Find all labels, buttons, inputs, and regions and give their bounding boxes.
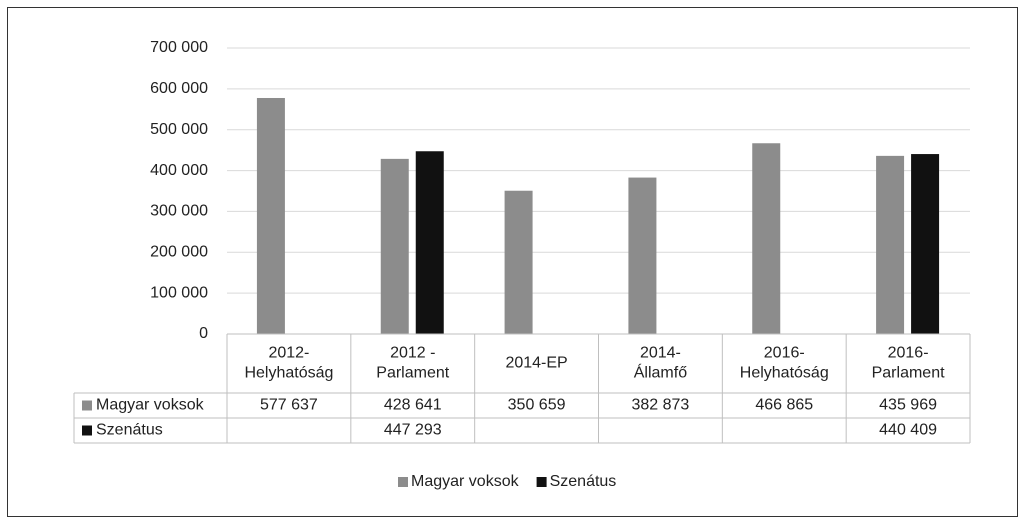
data-label: 440 409 xyxy=(879,422,937,439)
y-tick-label: 700 000 xyxy=(150,39,208,56)
y-tick-label: 0 xyxy=(199,325,208,342)
bar xyxy=(256,97,285,335)
x-tick-label: 2014-Államfő xyxy=(634,345,687,382)
y-tick-label: 500 000 xyxy=(150,121,208,138)
data-label: 350 659 xyxy=(508,397,566,414)
row-label: Magyar voksok xyxy=(96,397,205,414)
bar xyxy=(876,155,905,334)
y-tick-label: 400 000 xyxy=(150,162,208,179)
x-tick-label: 2012-Helyhatóság xyxy=(244,345,333,382)
legend-label: Magyar voksok xyxy=(411,473,520,490)
bar xyxy=(752,143,781,334)
row-label: Szenátus xyxy=(96,422,163,439)
legend-key xyxy=(82,400,92,411)
data-label: 382 873 xyxy=(631,397,689,414)
data-label: 466 865 xyxy=(755,397,813,414)
bar xyxy=(415,151,444,334)
y-tick-label: 300 000 xyxy=(150,203,208,220)
bar xyxy=(504,190,533,334)
data-label: 435 969 xyxy=(879,397,937,414)
x-tick-label: 2016-Helyhatóság xyxy=(740,345,829,382)
x-tick-label: 2016-Parlament xyxy=(872,345,945,382)
y-tick-label: 600 000 xyxy=(150,80,208,97)
legend-key xyxy=(82,425,92,436)
x-tick-label: 2014-EP xyxy=(505,355,567,372)
bar xyxy=(911,154,940,334)
x-tick-label: 2012 -Parlament xyxy=(376,345,449,382)
bar xyxy=(380,158,409,334)
legend-key xyxy=(398,477,408,487)
data-label: 428 641 xyxy=(384,397,442,414)
legend-key xyxy=(536,477,547,487)
legend-label: Szenátus xyxy=(550,473,617,490)
y-tick-label: 100 000 xyxy=(150,284,208,301)
bar xyxy=(628,177,657,334)
y-tick-label: 200 000 xyxy=(150,244,208,261)
data-label: 577 637 xyxy=(260,397,318,414)
data-label: 447 293 xyxy=(384,422,442,439)
